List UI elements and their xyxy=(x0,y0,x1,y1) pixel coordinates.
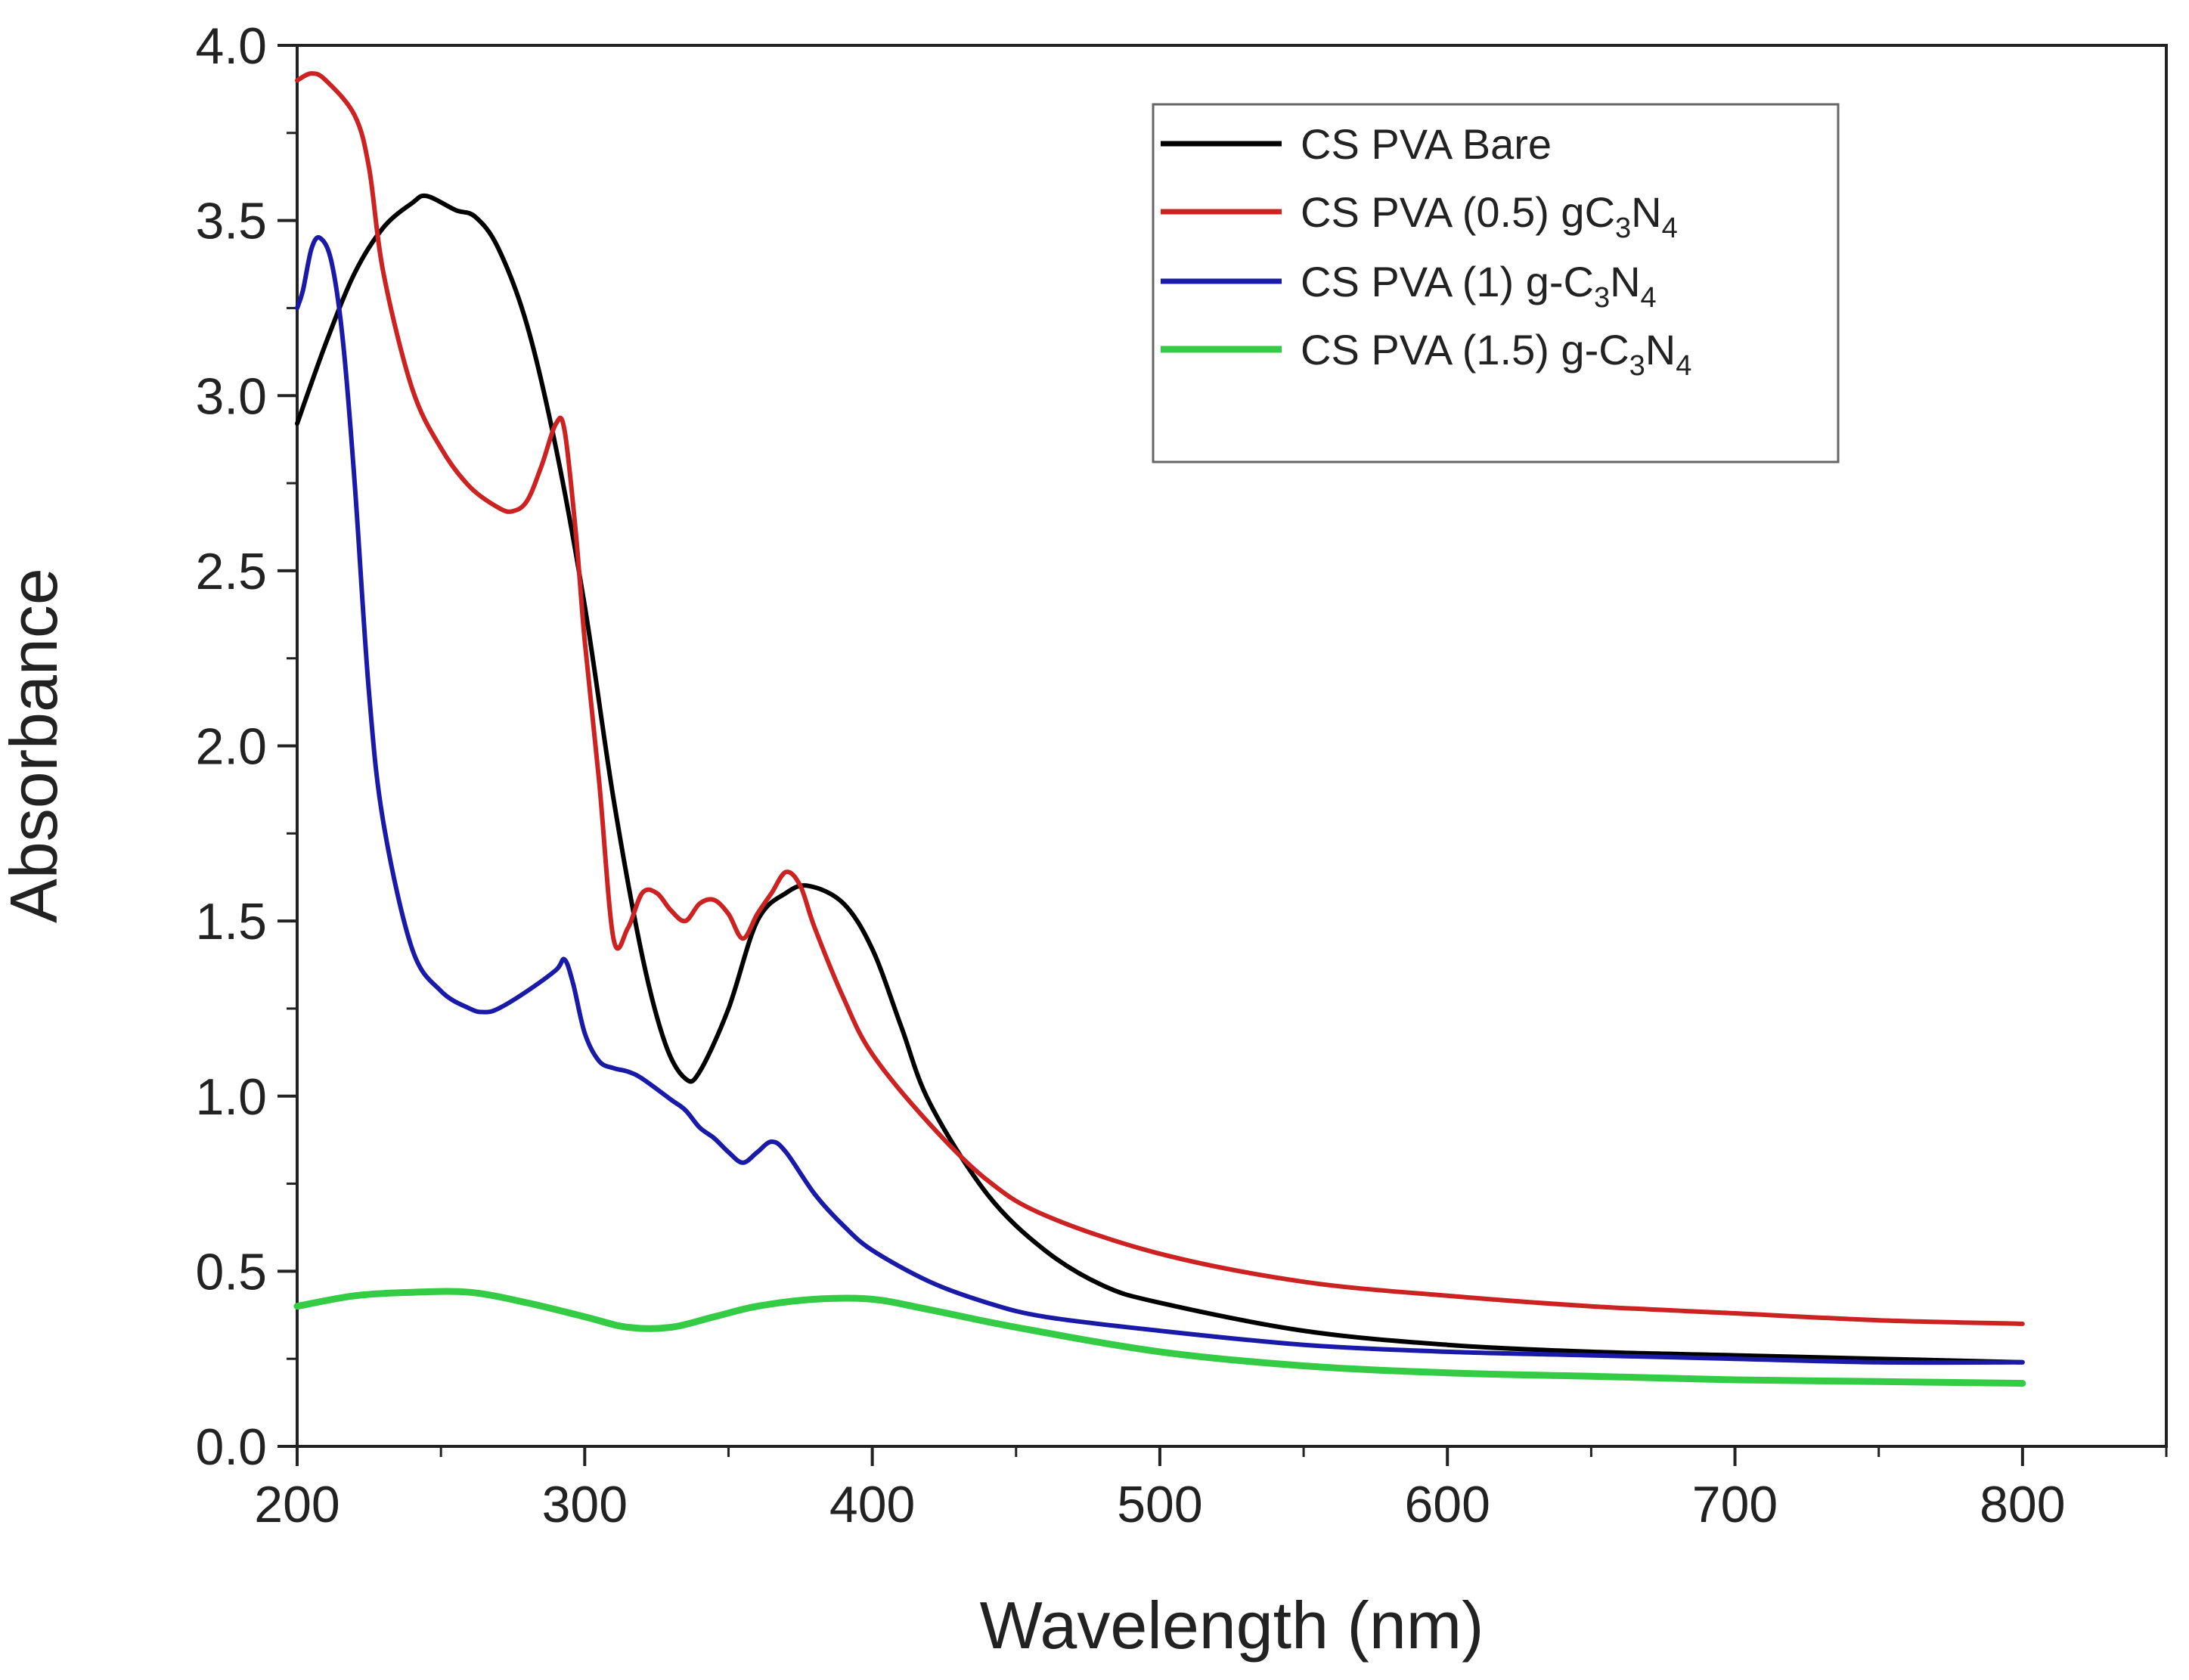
y-tick-label: 2.5 xyxy=(195,543,267,600)
legend-label-4: CS PVA (1.5) g-C3N4 xyxy=(1301,326,1691,382)
legend-label-2: CS PVA (0.5) gC3N4 xyxy=(1301,188,1678,244)
legend-text-part: N xyxy=(1610,258,1640,305)
series-line-2 xyxy=(295,71,2025,1326)
legend-text-part: CS PVA (0.5) gC xyxy=(1301,188,1615,236)
x-tick-label: 800 xyxy=(1980,1476,2065,1533)
x-axis-title: Wavelength (nm) xyxy=(980,1588,1484,1663)
x-tick-label: 200 xyxy=(254,1476,340,1533)
x-tick-label: 500 xyxy=(1117,1476,1202,1533)
series-layer xyxy=(293,71,2026,1387)
x-tick-label: 700 xyxy=(1692,1476,1778,1533)
series-line-1 xyxy=(295,193,2025,1365)
legend-subscript: 3 xyxy=(1629,350,1645,382)
y-tick-label: 0.5 xyxy=(195,1243,267,1300)
y-tick-label: 1.0 xyxy=(195,1068,267,1126)
legend-text-part: CS PVA Bare xyxy=(1301,120,1552,168)
legend-subscript: 3 xyxy=(1615,212,1631,244)
y-tick-label: 3.0 xyxy=(195,367,267,425)
legend-subscript: 3 xyxy=(1594,282,1610,314)
x-tick-label: 300 xyxy=(542,1476,628,1533)
y-axis-title: Absorbance xyxy=(0,568,71,923)
y-tick-label: 0.0 xyxy=(195,1418,267,1476)
x-axis-ticks: 200 300 400 500 600 700 800 xyxy=(254,1446,2168,1533)
legend-text-part: N xyxy=(1631,188,1661,236)
legend-label-3: CS PVA (1) g-C3N4 xyxy=(1301,258,1657,314)
y-axis-ticks: 0.0 0.5 1.0 1.5 2.0 2.5 3.0 3.5 4.0 xyxy=(195,17,297,1476)
series-line-3 xyxy=(295,235,2025,1365)
legend-subscript: 4 xyxy=(1641,282,1657,314)
legend-subscript: 4 xyxy=(1676,350,1691,382)
y-tick-label: 2.0 xyxy=(195,718,267,776)
y-tick-label: 3.5 xyxy=(195,193,267,250)
series-line-4 xyxy=(293,1288,2026,1387)
legend-subscript: 4 xyxy=(1662,212,1678,244)
legend-text-part: N xyxy=(1645,326,1676,374)
x-tick-label: 600 xyxy=(1404,1476,1490,1533)
y-tick-label: 4.0 xyxy=(195,17,267,75)
legend-label-1: CS PVA Bare xyxy=(1301,120,1552,168)
legend-text-part: CS PVA (1.5) g-C xyxy=(1301,326,1629,374)
y-tick-label: 1.5 xyxy=(195,893,267,950)
x-tick-label: 400 xyxy=(829,1476,915,1533)
legend-text-part: CS PVA (1) g-C xyxy=(1301,258,1594,305)
